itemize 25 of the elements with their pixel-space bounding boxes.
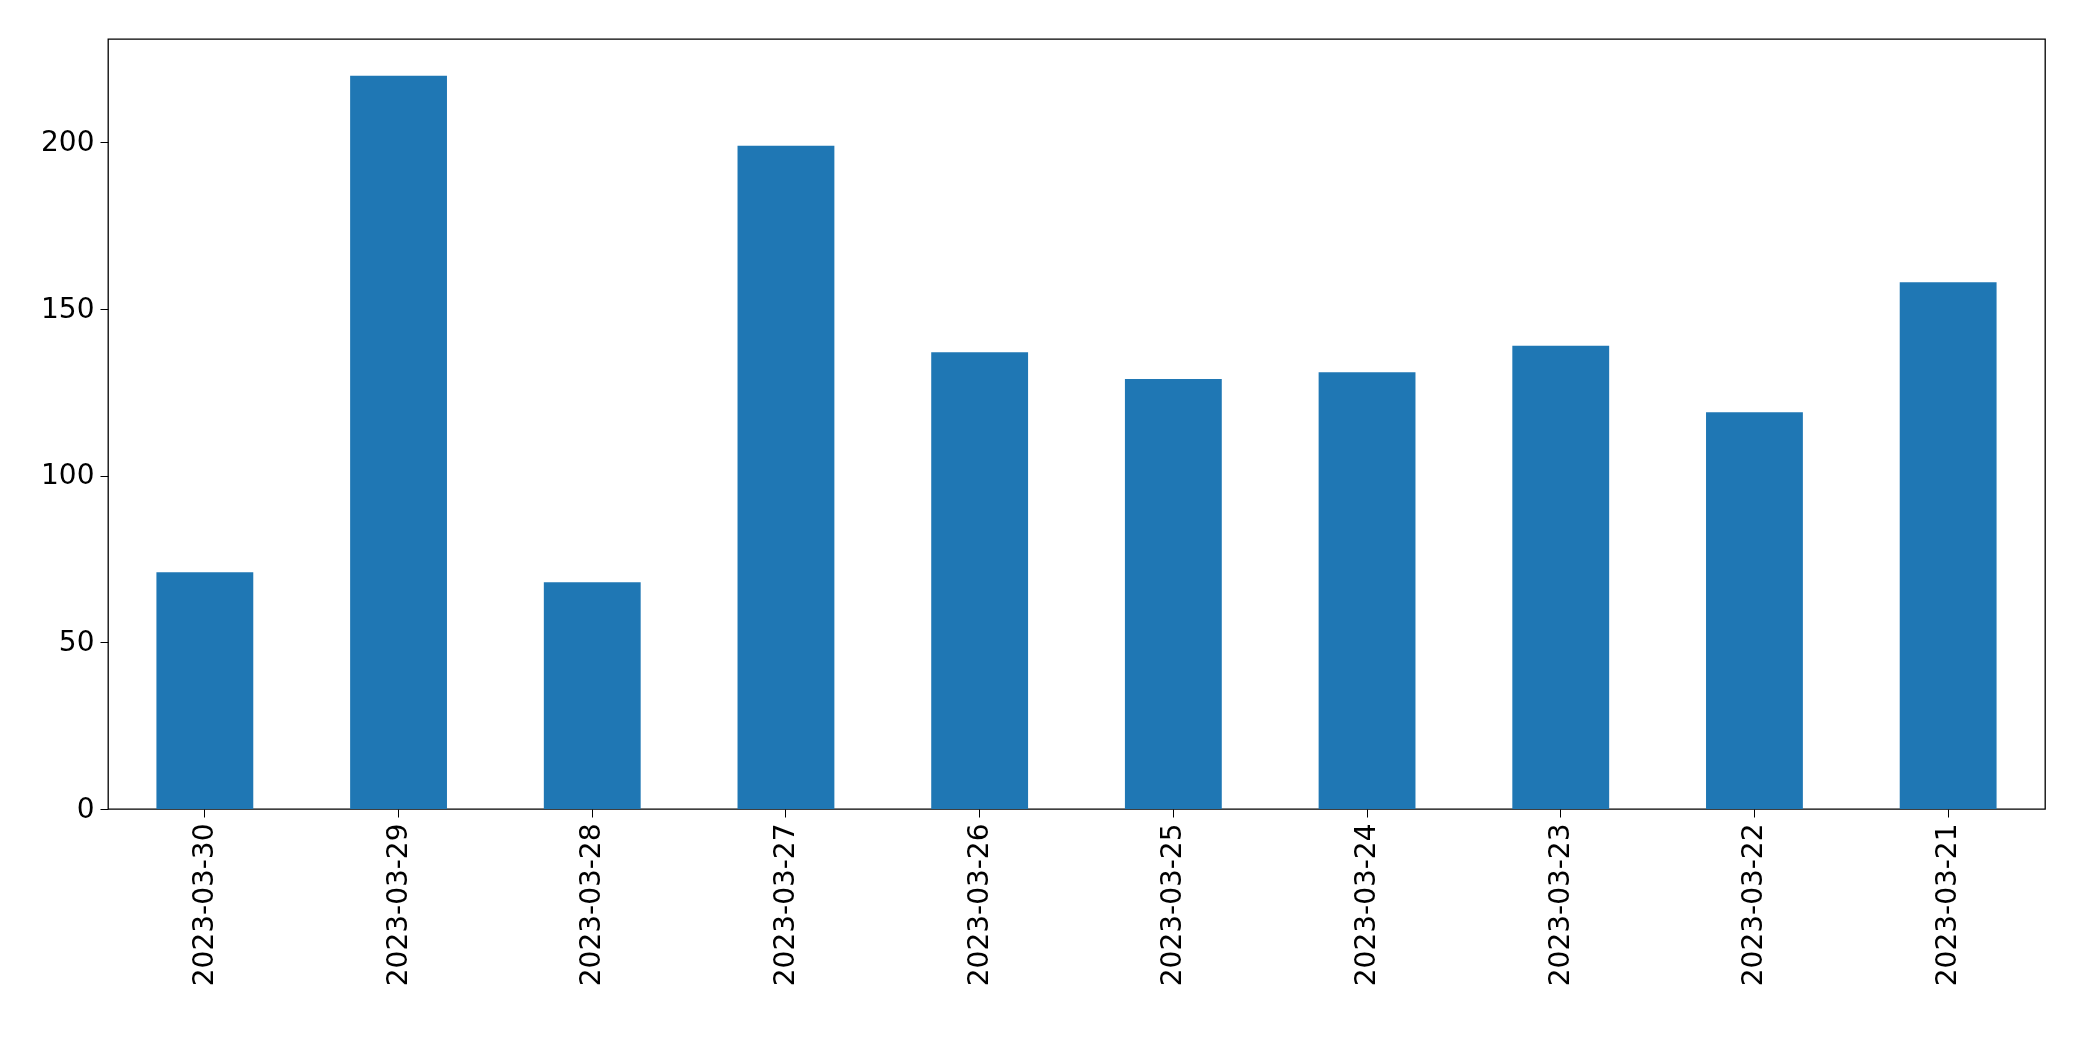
x-tick-label: 2023-03-28 [574,823,608,987]
bar [350,75,447,809]
x-tick-label: 2023-03-22 [1736,823,1770,987]
bar [1899,282,1997,809]
bar [931,352,1029,809]
y-tick-label: 200 [41,124,95,158]
bar [1706,412,1803,809]
x-tick-label: 2023-03-24 [1349,823,1383,987]
y-tick-label: 150 [41,291,95,325]
x-tick-label: 2023-03-25 [1155,823,1189,987]
x-tick-label: 2023-03-27 [767,823,801,987]
bar [1124,379,1222,809]
bar [543,582,641,809]
x-tick-label: 2023-03-30 [186,823,220,987]
bar [156,572,254,809]
x-tick-label: 2023-03-21 [1930,823,1964,987]
y-tick-label: 100 [41,458,95,492]
bar [737,145,835,809]
x-tick-label: 2023-03-23 [1542,823,1576,987]
y-tick-label: 50 [58,624,95,658]
bar [1318,372,1416,809]
bar [1512,345,1610,809]
y-tick-label: 0 [76,791,95,825]
x-tick-label: 2023-03-29 [380,823,414,987]
x-tick-label: 2023-03-26 [961,823,995,987]
